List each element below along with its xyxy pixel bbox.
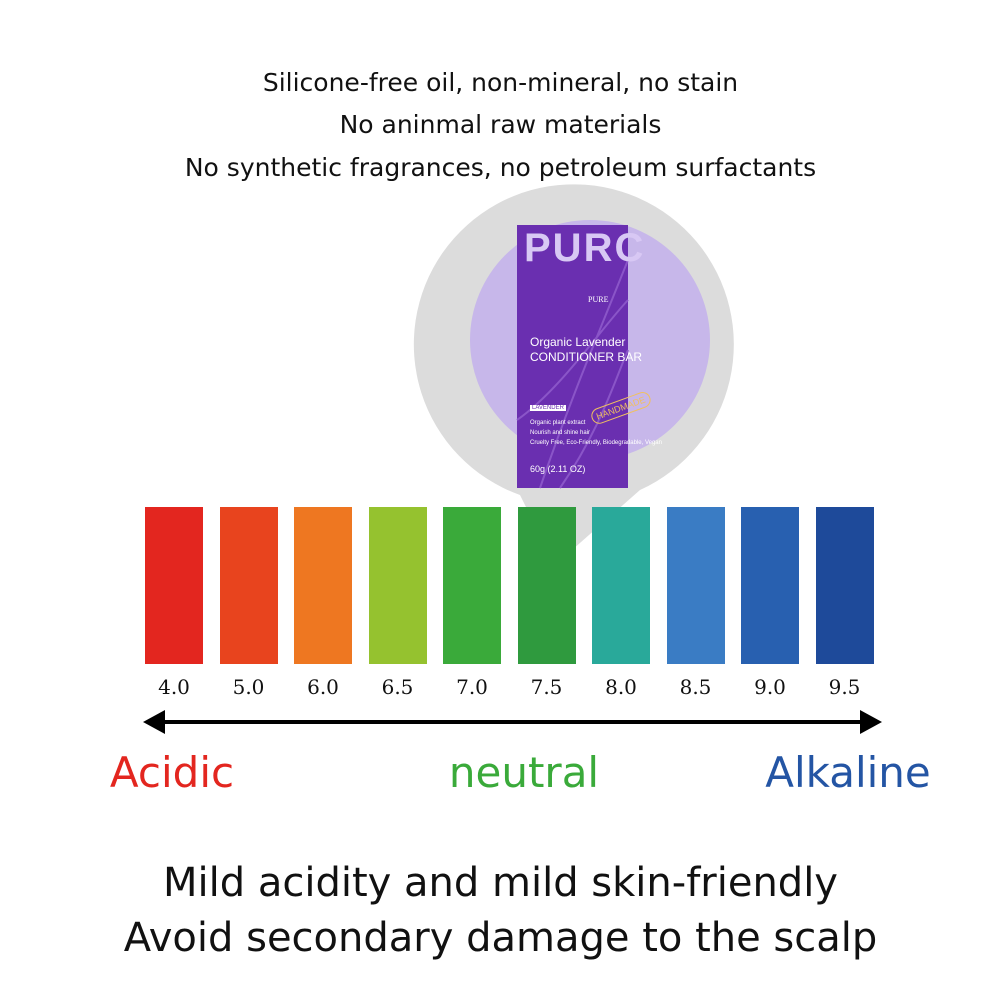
ph-bar xyxy=(368,507,427,664)
ph-label: 9.0 xyxy=(754,675,786,699)
ph-bar xyxy=(592,507,650,664)
ph-bar xyxy=(219,507,278,664)
ph-bar xyxy=(294,507,352,664)
ph-label: 8.0 xyxy=(605,675,637,699)
ph-label: 6.5 xyxy=(381,675,414,699)
ph-label: 7.0 xyxy=(456,675,488,699)
product-type: CONDITIONER BAR xyxy=(530,350,643,364)
ph-label: 8.5 xyxy=(679,675,712,699)
arrow-head xyxy=(143,710,165,734)
footer-line: Avoid secondary damage to the scalp xyxy=(123,915,878,961)
ph-label: 5.0 xyxy=(232,675,265,699)
brand: PURE xyxy=(588,295,609,304)
ph-label: 6.0 xyxy=(307,675,339,699)
scale-end-label: neutral xyxy=(448,748,600,797)
ph-bar xyxy=(517,507,576,664)
ph-bar xyxy=(145,507,203,664)
ph-label: 7.5 xyxy=(530,675,563,699)
ph-label: 9.5 xyxy=(828,675,861,699)
scale-end-label: Alkaline xyxy=(765,748,931,797)
header-line: No synthetic fragrances, no petroleum su… xyxy=(184,153,817,182)
weight: 60g (2.11 OZ) xyxy=(530,464,586,474)
product-name: Organic Lavender xyxy=(530,335,626,349)
ph-bar xyxy=(815,507,874,664)
footer-line: Mild acidity and mild skin-friendly xyxy=(163,860,838,906)
ph-bar xyxy=(443,507,501,664)
ph-bar xyxy=(666,507,725,664)
detail: Cruelty Free, Eco-Friendly, Biodegradabl… xyxy=(530,440,662,446)
ph-bar xyxy=(741,507,799,664)
detail: Nourish and shine hair xyxy=(530,430,591,436)
ph-label: 4.0 xyxy=(158,675,190,699)
package xyxy=(517,225,628,488)
logo: PURC xyxy=(524,226,646,270)
detail: Organic plant extract xyxy=(530,420,586,426)
scale-end-label: Acidic xyxy=(109,748,235,797)
header-line: No aninmal raw materials xyxy=(339,110,662,139)
tag: LAVENDER xyxy=(530,405,566,411)
header-line: Silicone-free oil, non-mineral, no stain xyxy=(262,68,739,97)
arrow-head xyxy=(860,710,882,734)
